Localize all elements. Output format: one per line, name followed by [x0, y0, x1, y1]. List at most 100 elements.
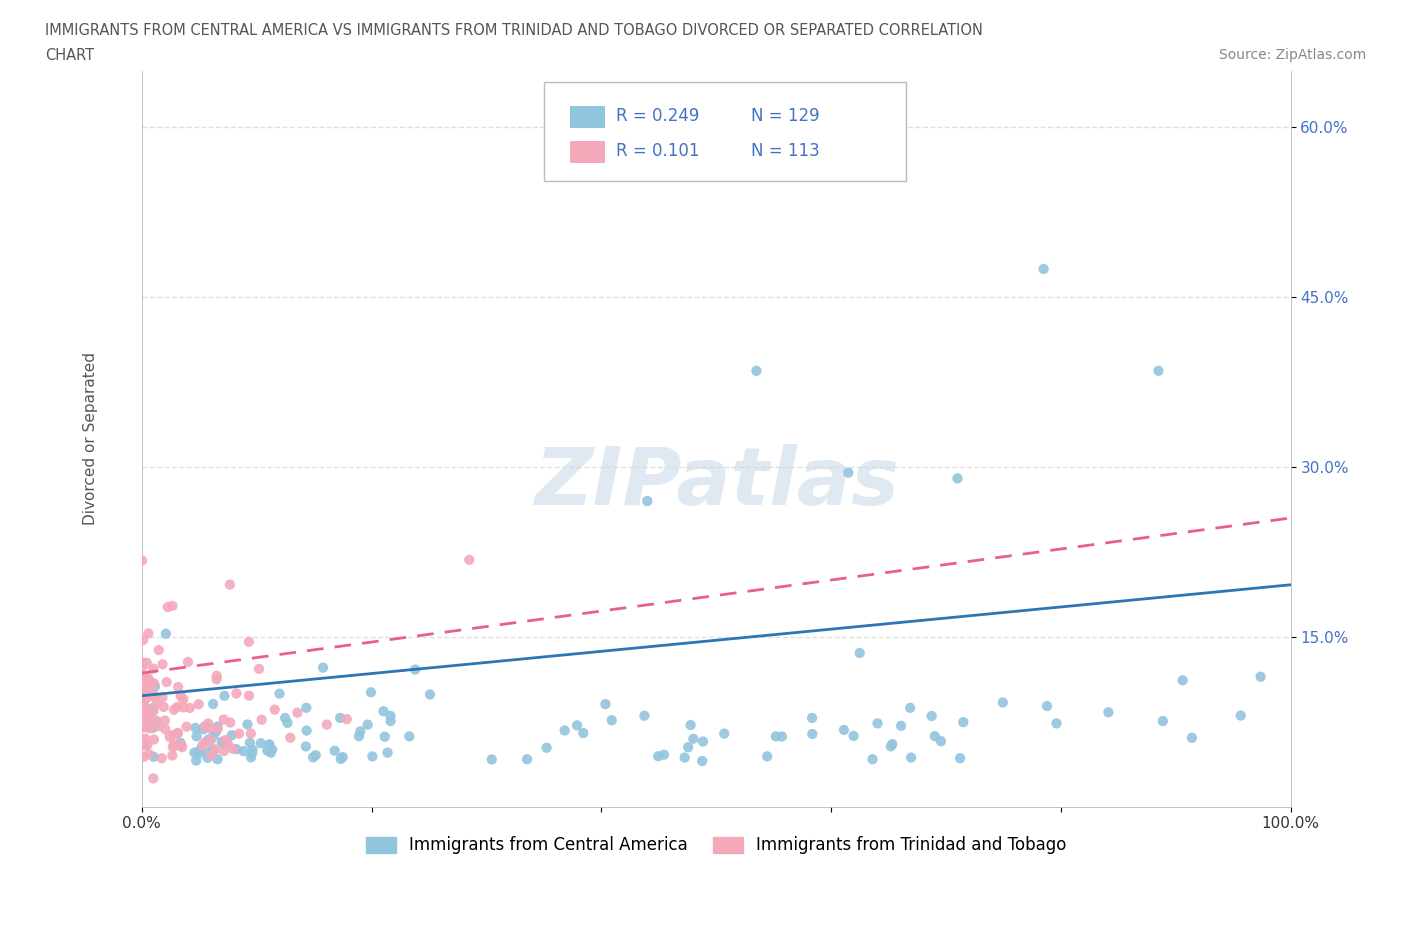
Point: [187, 697, 209, 711]
Point: [315, 717, 337, 732]
Point: [134, 731, 156, 746]
Point: [148, 719, 170, 734]
Point: [153, 713, 176, 728]
Point: [676, 739, 699, 754]
Point: [134, 692, 156, 707]
Point: [214, 688, 236, 703]
Point: [146, 714, 169, 729]
Point: [211, 735, 233, 750]
Point: [205, 671, 228, 686]
Point: [312, 660, 335, 675]
Point: [1152, 713, 1174, 728]
Point: [212, 743, 235, 758]
Point: [138, 721, 160, 736]
Point: [188, 743, 211, 758]
Point: [191, 738, 214, 753]
Point: [946, 471, 969, 485]
Point: [135, 705, 157, 720]
Point: [167, 680, 190, 695]
Point: [202, 697, 225, 711]
Point: [380, 713, 402, 728]
Point: [1171, 673, 1194, 688]
Point: [135, 703, 157, 718]
Point: [991, 695, 1014, 710]
Point: [347, 729, 370, 744]
Point: [458, 552, 481, 567]
Point: [295, 724, 318, 738]
Point: [374, 729, 396, 744]
Point: [250, 712, 273, 727]
Point: [142, 732, 165, 747]
Point: [155, 626, 177, 641]
Point: [349, 724, 371, 738]
Point: [713, 726, 735, 741]
Text: ZIPatlas: ZIPatlas: [534, 444, 898, 522]
Point: [155, 722, 177, 737]
Point: [222, 741, 245, 756]
Point: [565, 718, 588, 733]
Point: [239, 750, 262, 764]
Point: [373, 704, 395, 719]
Point: [131, 696, 153, 711]
Point: [200, 733, 222, 748]
Point: [377, 745, 399, 760]
Point: [138, 747, 160, 762]
Point: [183, 745, 205, 760]
Point: [949, 751, 972, 765]
Point: [682, 731, 704, 746]
Point: [132, 698, 155, 712]
Legend: Immigrants from Central America, Immigrants from Trinidad and Tobago: Immigrants from Central America, Immigra…: [359, 830, 1073, 861]
Point: [633, 709, 655, 724]
Point: [1147, 364, 1170, 379]
FancyBboxPatch shape: [571, 106, 605, 128]
Point: [600, 712, 623, 727]
Point: [236, 717, 259, 732]
Point: [204, 742, 226, 757]
Point: [219, 715, 242, 730]
Point: [361, 749, 384, 764]
Point: [690, 753, 713, 768]
FancyBboxPatch shape: [571, 140, 605, 163]
Point: [131, 693, 153, 708]
FancyBboxPatch shape: [544, 82, 905, 181]
Text: R = 0.249: R = 0.249: [616, 108, 700, 126]
Point: [150, 751, 173, 765]
Point: [673, 751, 696, 765]
Point: [214, 737, 236, 751]
Point: [141, 689, 163, 704]
Point: [832, 723, 855, 737]
Point: [866, 716, 889, 731]
Point: [162, 748, 184, 763]
Point: [924, 729, 946, 744]
Point: [259, 737, 281, 751]
Point: [194, 719, 217, 734]
Point: [278, 730, 301, 745]
Point: [132, 720, 155, 735]
Point: [193, 722, 215, 737]
Point: [380, 709, 402, 724]
Point: [898, 700, 921, 715]
Point: [156, 674, 179, 689]
Point: [214, 733, 236, 748]
Text: IMMIGRANTS FROM CENTRAL AMERICA VS IMMIGRANTS FROM TRINIDAD AND TOBAGO DIVORCED : IMMIGRANTS FROM CENTRAL AMERICA VS IMMIG…: [45, 23, 983, 38]
Point: [801, 711, 824, 725]
Point: [1032, 261, 1054, 276]
Point: [256, 743, 278, 758]
Point: [139, 709, 162, 724]
Point: [136, 671, 159, 685]
Point: [131, 700, 153, 715]
Point: [176, 719, 198, 734]
Point: [136, 717, 159, 732]
Point: [1036, 698, 1059, 713]
Point: [880, 739, 903, 754]
Point: [221, 728, 243, 743]
Point: [329, 711, 352, 725]
Point: [135, 673, 157, 688]
Point: [135, 719, 157, 734]
Point: [132, 750, 155, 764]
Point: [145, 713, 167, 728]
Point: [172, 692, 194, 707]
Point: [225, 742, 247, 757]
Point: [536, 740, 558, 755]
Point: [197, 745, 219, 760]
